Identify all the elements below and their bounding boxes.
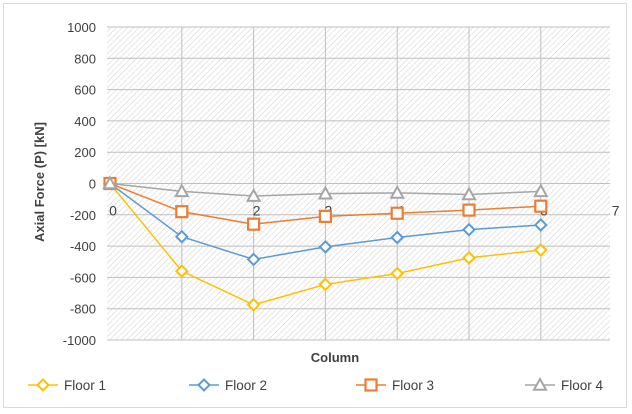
data-point [533,243,548,257]
data-point [461,186,477,201]
y-tick-label: 400 [74,114,96,129]
data-point [462,250,476,265]
legend-label: Floor 4 [561,378,604,393]
data-point [102,175,118,190]
data-point [390,230,405,245]
data-point [318,239,333,254]
data-point [174,264,189,279]
legend-item: Floor 3 [356,378,434,393]
data-point [462,203,476,217]
data-point [462,222,476,237]
legend-marker [364,378,378,392]
data-point [174,183,190,198]
y-tick-label: -800 [70,302,96,317]
data-point [247,217,261,231]
data-point [534,199,548,213]
chart-svg: 1000 800 600 400 200 0 -200 -400 -600 -800 -1000 0… [28,20,620,393]
x-axis-label: Column [311,350,359,365]
data-point [174,229,189,244]
y-tick-label: 1000 [67,20,96,35]
y-tick-label: -600 [70,270,96,285]
legend-item: Floor 4 [525,376,604,393]
legend-label: Floor 3 [392,378,434,393]
y-axis-label: Axial Force (P) [kN] [32,122,47,242]
data-point [390,266,405,281]
y-tick-label: 600 [74,83,96,98]
legend-marker [532,376,548,391]
legend-item: Floor 2 [189,378,267,393]
y-tick-label: 200 [74,145,96,160]
data-point [533,183,549,198]
y-tick-label: 800 [74,51,96,66]
data-point [246,252,261,267]
data-point [245,187,262,202]
x-tick-label: 2 [253,203,261,219]
y-tick-label: -200 [70,208,96,223]
data-point [389,184,405,199]
legend-marker [197,378,211,392]
x-tick-label: 0 [109,203,117,219]
y-tick-label: -400 [70,239,96,254]
y-tick-labels: 1000 800 600 400 200 0 -200 -400 -600 -800 -1000 [63,20,96,348]
data-point [175,205,189,219]
series-layer [102,175,549,312]
data-point [533,218,548,232]
data-point [318,209,332,223]
y-tick-label: 0 [89,177,96,192]
y-tick-label: -1000 [63,333,96,348]
chart-frame: 1000 800 600 400 200 0 -200 -400 -600 -800 -1000 0… [3,3,627,408]
data-point [246,297,261,312]
series-floor-4 [102,175,549,202]
gridlines [107,26,610,341]
data-point [317,185,334,200]
data-point [318,277,333,292]
x-tick-label: 7 [612,203,620,219]
legend-marker [36,378,50,392]
data-point [390,206,404,220]
legend-label: Floor 1 [64,378,106,393]
legend: Floor 1 Floor 2 Floor 3 Floor 4 [28,376,604,393]
legend-label: Floor 2 [225,378,267,393]
legend-item: Floor 1 [28,378,106,393]
series-floor-1 [103,176,548,312]
